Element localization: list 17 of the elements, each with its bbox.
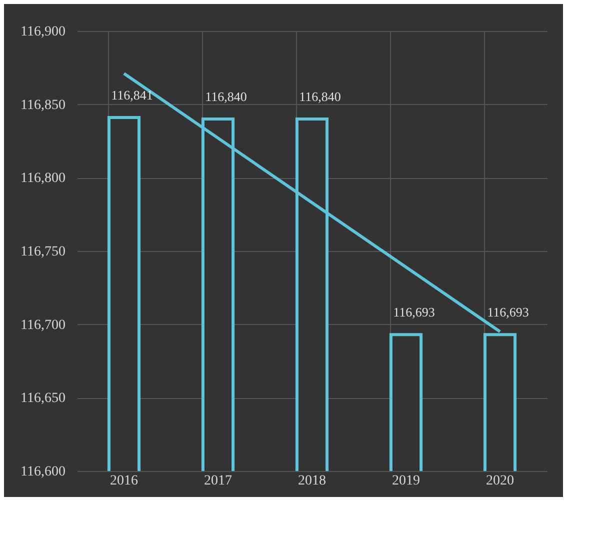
y-tick-label: 116,750 (20, 244, 66, 260)
data-label: 116,693 (487, 304, 529, 320)
x-tick-label: 2020 (486, 474, 514, 488)
y-tick-label: 116,600 (20, 464, 66, 480)
y-tick-label: 116,800 (20, 171, 66, 186)
y-tick-label: 116,900 (20, 24, 66, 40)
data-label: 116,693 (393, 304, 435, 320)
x-tick-label: 2018 (298, 474, 326, 488)
y-tick-label: 116,700 (20, 318, 66, 333)
data-label: 116,840 (299, 89, 341, 104)
x-tick-label: 2016 (110, 474, 138, 488)
y-tick-label: 116,650 (20, 391, 66, 406)
data-label: 116,840 (205, 89, 247, 104)
x-tick-label: 2017 (204, 474, 232, 488)
x-tick-label: 2019 (392, 474, 420, 488)
data-label: 116,841 (111, 88, 153, 103)
y-tick-label: 116,850 (20, 98, 66, 113)
